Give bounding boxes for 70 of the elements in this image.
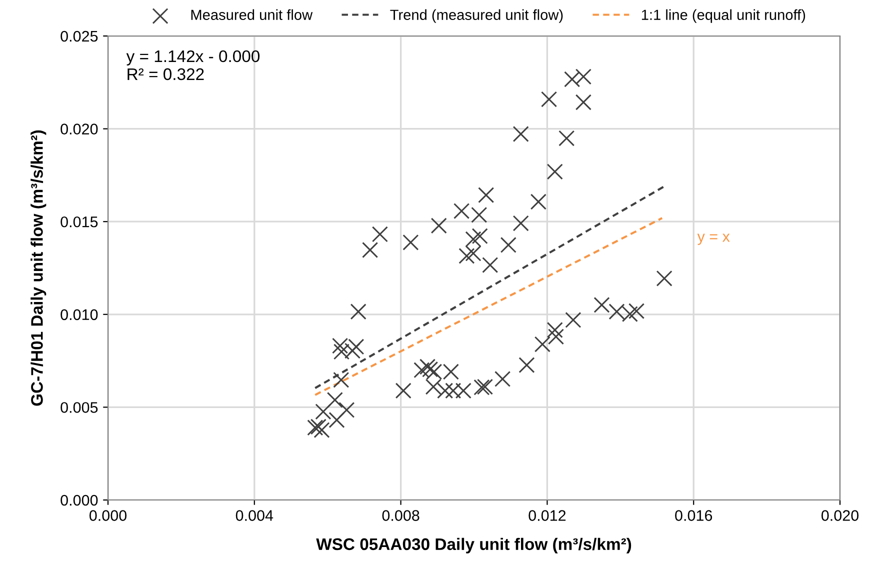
point	[372, 226, 388, 242]
x-axis-title: WSC 05AA030 Daily unit flow (m³/s/km²)	[316, 538, 632, 554]
point	[333, 344, 350, 360]
point	[546, 164, 563, 180]
point	[430, 218, 447, 234]
point	[437, 382, 454, 399]
point	[500, 236, 516, 254]
point	[454, 202, 470, 220]
y-tick-label: 0.015	[60, 216, 98, 228]
point	[546, 322, 563, 338]
y-tick-label: 0.000	[60, 494, 98, 506]
point	[494, 370, 511, 388]
point	[338, 402, 355, 418]
point	[656, 270, 672, 286]
annotation: y = 1.142x - 0.000 R² = 0.322	[126, 50, 260, 80]
y-tick-label: 0.010	[60, 309, 98, 320]
y-tick-label: 0.025	[60, 30, 98, 42]
point	[548, 328, 564, 345]
point	[594, 296, 610, 313]
point	[395, 382, 412, 399]
point	[482, 256, 498, 274]
x-tick-label: 0.000	[89, 510, 127, 521]
point	[465, 245, 482, 262]
point	[362, 242, 378, 258]
y-tick-label: 0.005	[60, 402, 98, 413]
point	[575, 68, 592, 85]
point	[628, 303, 645, 320]
point	[512, 126, 529, 142]
point	[512, 215, 529, 232]
point	[458, 248, 475, 264]
point	[419, 358, 436, 375]
y-tick-label: 0.020	[60, 124, 98, 134]
annotation: y = x	[697, 234, 730, 245]
point	[575, 94, 592, 110]
point	[315, 404, 332, 420]
y-axis-title: GC-7/H01 Daily unit flow (m³/s/km²)	[30, 130, 46, 406]
point	[465, 231, 482, 248]
point	[326, 392, 343, 408]
point	[558, 130, 575, 146]
point	[333, 372, 350, 388]
point	[307, 420, 324, 436]
point	[540, 91, 558, 108]
point	[534, 336, 550, 352]
point	[344, 342, 361, 359]
point	[564, 71, 580, 88]
point	[518, 357, 535, 374]
point	[565, 312, 582, 328]
point	[328, 412, 345, 428]
legend-label: Trend (measured unit flow)	[390, 9, 563, 23]
x-tick-label: 0.012	[528, 510, 566, 521]
point	[471, 206, 488, 223]
point	[314, 422, 330, 438]
point	[472, 228, 488, 244]
x-tick-label: 0.016	[675, 510, 712, 521]
x-tick-label: 0.020	[821, 510, 859, 521]
legend-label: 1:1 line (equal unit runoff)	[642, 9, 806, 23]
point	[310, 418, 326, 435]
point	[425, 378, 442, 395]
point	[422, 361, 438, 378]
x-tick-label: 0.008	[382, 510, 420, 521]
x-tick-label: 0.004	[236, 510, 274, 521]
point	[476, 378, 494, 395]
point	[445, 382, 462, 399]
point	[530, 194, 546, 210]
point	[455, 382, 472, 399]
legend-label: Measured unit flow	[191, 9, 313, 20]
point	[474, 379, 490, 396]
point	[402, 234, 419, 250]
point	[350, 304, 366, 320]
point	[478, 187, 494, 204]
